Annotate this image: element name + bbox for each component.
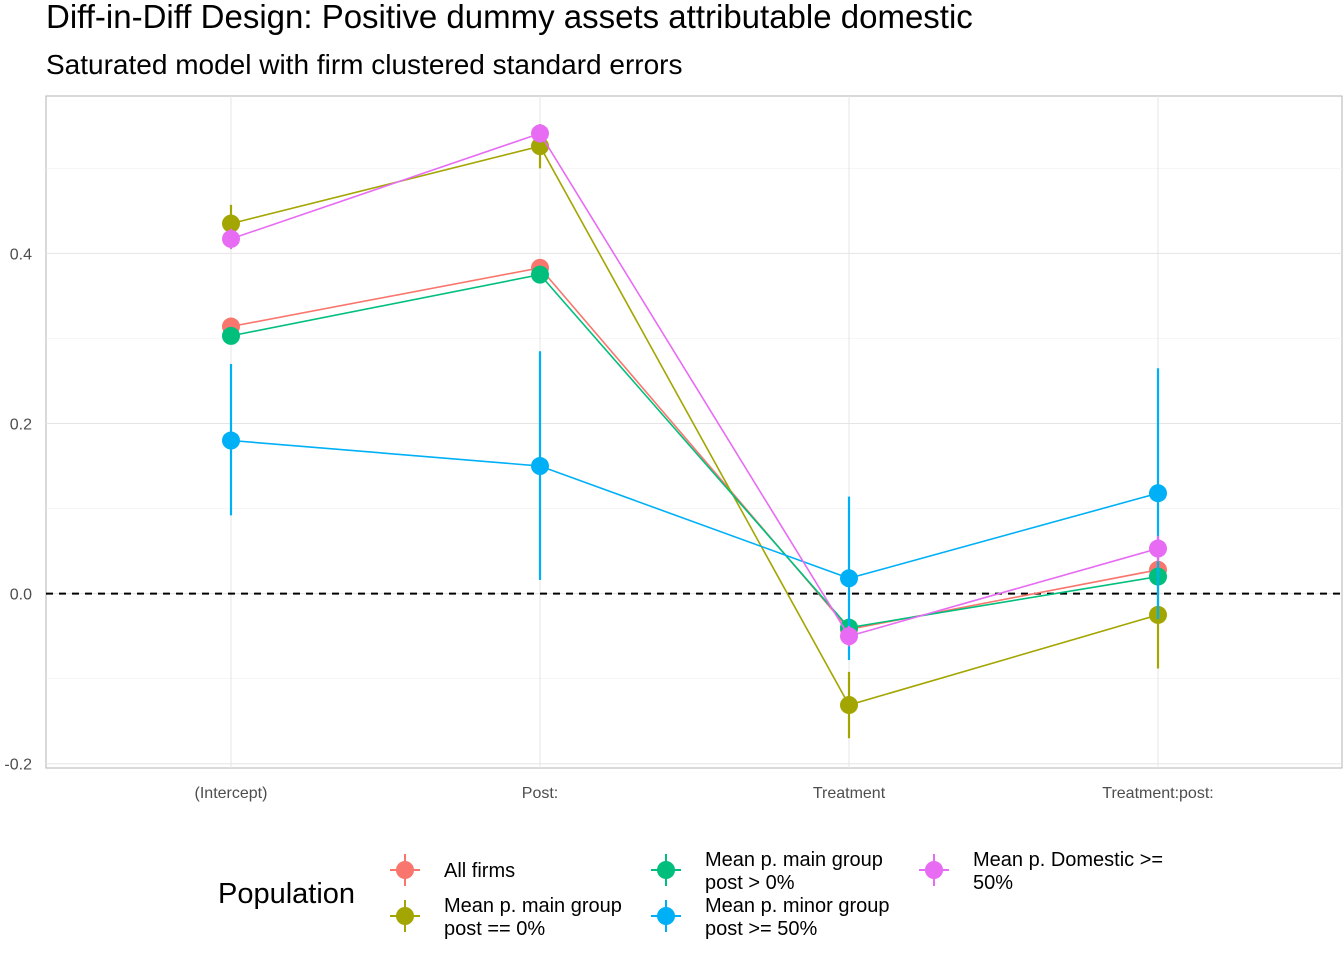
series-1 [222, 124, 1167, 739]
legend-item-0: All firms [390, 854, 515, 886]
series-line [230, 266, 1159, 631]
legend-key-point [396, 861, 414, 879]
series-line [230, 273, 1159, 629]
series-line [230, 439, 1159, 580]
legend-key-point [657, 861, 675, 879]
series-0 [222, 258, 1167, 639]
y-tick-label: 0.4 [10, 246, 32, 263]
series-line [230, 145, 1159, 707]
chart-title: Diff-in-Diff Design: Positive dummy asse… [46, 0, 973, 35]
data-point [840, 696, 858, 715]
series-2 [222, 265, 1167, 637]
plot-panel: -0.2 0.0 0.2 0.4 (Intercept) Post: Treatment Tr… [4, 95, 1343, 802]
data-point [531, 457, 549, 476]
legend-key-point [396, 907, 414, 925]
data-point [222, 431, 240, 450]
legend-label: post > 0% [705, 872, 795, 894]
legend-label: Mean p. main group [705, 849, 883, 871]
legend-label: All firms [444, 860, 515, 882]
legend-label: post == 0% [444, 918, 545, 940]
data-point [1149, 539, 1167, 558]
x-tick-label: Post: [522, 785, 558, 802]
x-tick-label: Treatment:post: [1102, 785, 1213, 802]
series-4 [222, 124, 1167, 647]
data-point [222, 229, 240, 248]
x-tick-label: (Intercept) [195, 785, 268, 802]
legend-label: post >= 50% [705, 918, 818, 940]
legend-title: Population [218, 878, 355, 910]
series-3 [222, 351, 1167, 660]
chart-subtitle: Saturated model with firm clustered stan… [46, 49, 683, 80]
panel-border [45, 95, 1343, 769]
y-tick-label: 0.2 [10, 416, 32, 433]
legend-label: Mean p. minor group [705, 895, 890, 917]
y-tick-label: 0.0 [10, 587, 32, 604]
data-point [531, 124, 549, 143]
legend-label: 50% [973, 872, 1013, 894]
legend-label: Mean p. Domestic >= [973, 849, 1163, 871]
data-point [222, 326, 240, 345]
data-point [1149, 484, 1167, 503]
legend-item-4: Mean p. Domestic >=50% [919, 849, 1163, 894]
data-point [222, 214, 240, 233]
x-tick-label: Treatment [813, 785, 886, 802]
series-line [230, 132, 1159, 638]
data-point [531, 265, 549, 284]
data-point [840, 569, 858, 588]
y-tick-label: -0.2 [4, 757, 32, 774]
data-point [840, 627, 858, 646]
legend-label: Mean p. main group [444, 895, 622, 917]
legend-key-point [657, 907, 675, 925]
legend-key-point [925, 861, 943, 879]
